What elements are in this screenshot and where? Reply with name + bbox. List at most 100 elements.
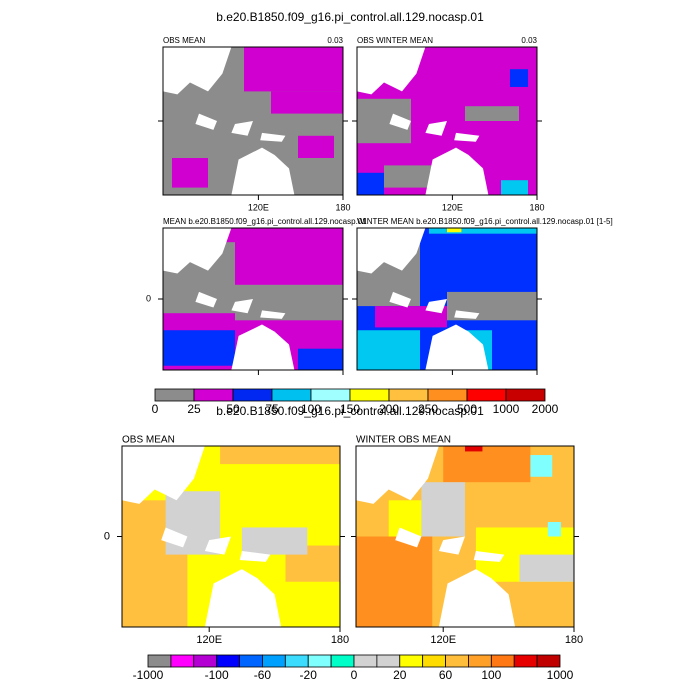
- land: [231, 299, 253, 314]
- panel-title: MEAN b.e20.B1850.f09_g16.pi_control.all.…: [163, 217, 367, 226]
- colorbar-box: [262, 654, 286, 668]
- panel-label: 0.03: [327, 36, 343, 45]
- colorbar-box: [239, 654, 263, 668]
- colorbar-box: [376, 654, 401, 668]
- x-tick-label: 180: [565, 634, 583, 646]
- map-patch: [357, 330, 420, 370]
- colorbar-box: [422, 654, 446, 668]
- land: [389, 113, 411, 130]
- colorbar-box: [193, 654, 218, 668]
- map-patch: [244, 47, 343, 92]
- land: [425, 299, 447, 314]
- map-patch: [241, 527, 308, 555]
- land: [438, 536, 465, 555]
- colorbar-box: [154, 388, 195, 402]
- land: [161, 527, 188, 548]
- land: [163, 228, 232, 274]
- y-tick-label: 0: [104, 530, 110, 542]
- map-patch: [298, 348, 343, 370]
- map-patch: [429, 228, 537, 234]
- colorbar-box: [468, 654, 492, 668]
- colorbar-box: [513, 654, 538, 668]
- x-tick-label: 120E: [442, 202, 463, 212]
- colorbar-box: [536, 654, 561, 668]
- land: [473, 550, 505, 562]
- map-patch: [220, 446, 340, 465]
- colorbar-box: [232, 388, 273, 402]
- map-patch: [271, 91, 343, 114]
- colorbar-box: [399, 654, 424, 668]
- y-tick-label: 0: [146, 293, 151, 303]
- colorbar-box: [147, 654, 172, 668]
- x-tick-label: 120E: [248, 202, 269, 212]
- land: [231, 324, 295, 370]
- colorbar-label: 0: [351, 668, 358, 682]
- land: [425, 147, 489, 195]
- x-tick-label: 180: [335, 202, 350, 212]
- colorbar-label: 250: [418, 402, 438, 416]
- colorbar-label: 50: [226, 402, 240, 416]
- panel-title: OBS MEAN: [163, 36, 205, 45]
- land: [231, 147, 295, 195]
- figure-title: b.e20.B1850.f09_g16.pi_control.all.129.n…: [216, 404, 484, 418]
- land: [163, 47, 232, 95]
- colorbar-label: 25: [187, 402, 201, 416]
- map-patch: [384, 165, 438, 188]
- land: [260, 310, 286, 319]
- map-patch: [501, 180, 528, 195]
- map-patch: [530, 455, 553, 477]
- land: [122, 446, 205, 504]
- panel-label: 0.03: [521, 36, 537, 45]
- colorbar-box: [193, 388, 234, 402]
- colorbar-label: -20: [300, 668, 318, 682]
- colorbar-box: [490, 654, 515, 668]
- colorbar-label: -1000: [133, 668, 164, 682]
- colorbar-label: 500: [457, 402, 477, 416]
- land: [204, 536, 231, 555]
- land: [239, 550, 271, 562]
- x-tick-label: 120E: [196, 634, 222, 646]
- colorbar-box: [466, 388, 507, 402]
- map-patch: [172, 158, 208, 188]
- colorbar-label: 100: [481, 668, 501, 682]
- colorbar-label: 1000: [493, 402, 520, 416]
- colorbar-label: -100: [205, 668, 229, 682]
- panel-title: WINTER MEAN b.e20.B1850.f09_g16.pi_contr…: [357, 217, 613, 226]
- colorbar-label: 60: [439, 668, 453, 682]
- colorbar-label: 1000: [547, 668, 574, 682]
- map-patch: [465, 106, 519, 121]
- colorbar-box: [216, 654, 240, 668]
- panel-title: OBS MEAN: [122, 435, 175, 446]
- land: [231, 121, 253, 136]
- land: [438, 569, 516, 627]
- map-patch: [510, 69, 528, 87]
- colorbar-label: 75: [265, 402, 279, 416]
- land: [260, 132, 286, 142]
- panel-title: OBS WINTER MEAN: [357, 36, 433, 45]
- land: [389, 291, 411, 308]
- colorbar-label: 100: [301, 402, 321, 416]
- land: [454, 310, 480, 319]
- colorbar-box: [284, 654, 309, 668]
- colorbar-box: [505, 388, 546, 402]
- land: [356, 446, 439, 504]
- map-patch: [356, 536, 433, 627]
- colorbar-label: 200: [379, 402, 399, 416]
- land: [454, 132, 480, 142]
- land: [357, 228, 426, 274]
- land: [195, 291, 217, 308]
- map-patch: [235, 284, 343, 321]
- map-patch: [547, 522, 561, 537]
- panel-title: WINTER OBS MEAN: [356, 435, 451, 446]
- land: [425, 121, 447, 136]
- x-tick-label: 120E: [430, 634, 456, 646]
- colorbar-label: 2000: [532, 402, 559, 416]
- land: [395, 527, 422, 548]
- figure-title: b.e20.B1850.f09_g16.pi_control.all.129.n…: [216, 10, 484, 24]
- map-patch: [519, 554, 574, 582]
- colorbar-label: 0: [152, 402, 159, 416]
- colorbar-box: [330, 654, 355, 668]
- map-patch: [447, 228, 462, 233]
- colorbar-box: [353, 654, 378, 668]
